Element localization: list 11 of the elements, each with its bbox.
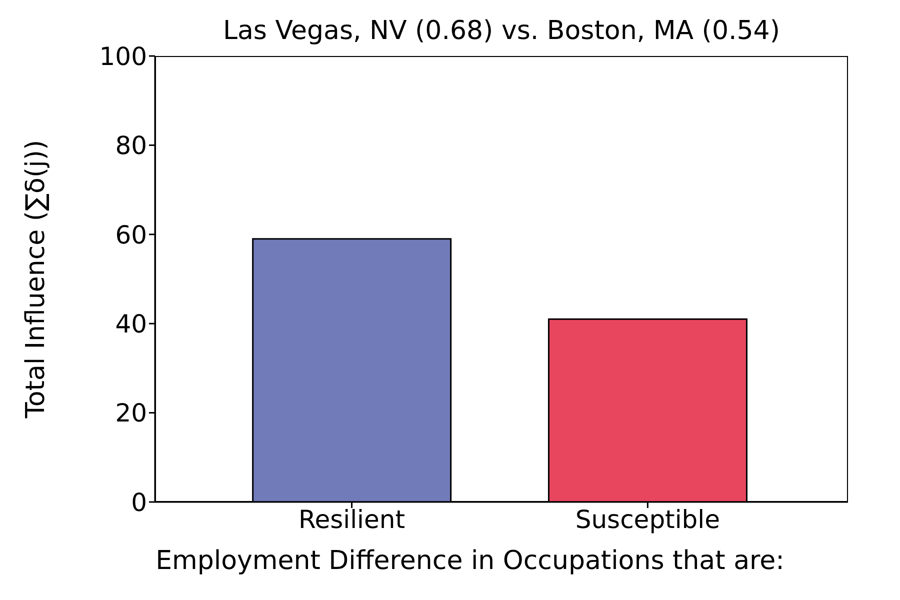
y-tick-label: 0 bbox=[131, 488, 147, 517]
x-tick-label: Resilient bbox=[298, 504, 406, 534]
y-axis-title: Total Influence (∑δ(j)) bbox=[21, 140, 52, 420]
y-tick-label: 80 bbox=[115, 131, 147, 160]
x-tick-label: Susceptible bbox=[575, 504, 720, 534]
y-tick-label: 20 bbox=[115, 398, 147, 428]
y-tick-label: 100 bbox=[99, 42, 147, 71]
y-tick-label: 40 bbox=[115, 309, 147, 338]
y-tick-label: 60 bbox=[115, 220, 147, 250]
chart-title: Las Vegas, NV (0.68) vs. Boston, MA (0.54) bbox=[222, 16, 781, 46]
x-axis-title: Employment Difference in Occupations that are: bbox=[154, 546, 786, 576]
